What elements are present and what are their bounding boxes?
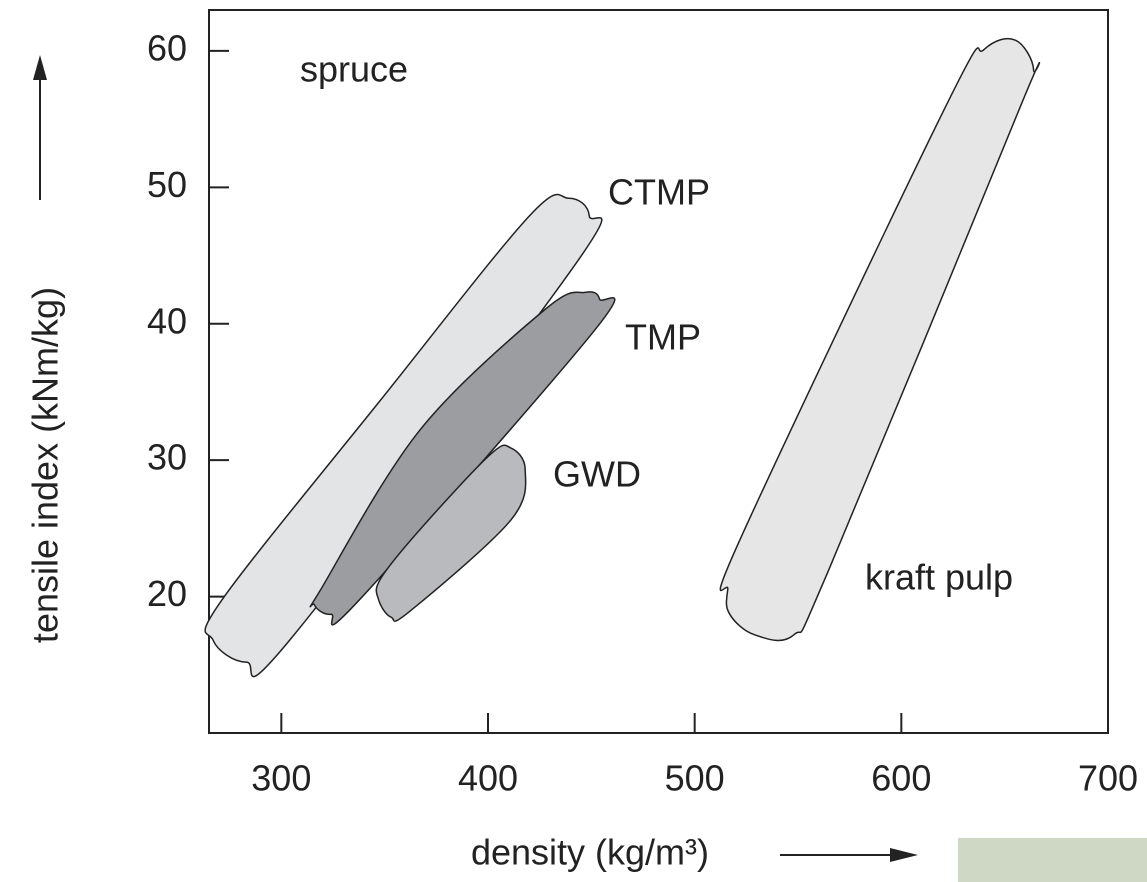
region [204, 193, 603, 678]
x-tick-label: 300 [251, 758, 311, 799]
region [719, 37, 1041, 642]
chart-title: spruce [300, 49, 408, 90]
region [309, 291, 616, 626]
region-label: CTMP [608, 172, 710, 213]
y-arrow-head [33, 55, 47, 80]
region-label: GWD [553, 454, 641, 495]
region-label: TMP [625, 317, 701, 358]
x-arrow-head [890, 848, 918, 862]
x-tick-label: 700 [1078, 758, 1138, 799]
region [375, 444, 527, 622]
x-tick-label: 400 [458, 758, 518, 799]
x-tick-label: 500 [665, 758, 725, 799]
region-label: kraft pulp [865, 557, 1013, 598]
y-tick-label: 60 [147, 27, 187, 68]
y-axis-label: tensile index (kNm/kg) [25, 287, 66, 643]
x-tick-label: 600 [871, 758, 931, 799]
y-tick-label: 20 [147, 573, 187, 614]
y-axis-label-group: tensile index (kNm/kg) [25, 287, 66, 643]
x-axis-label: density (kg/m³) [471, 832, 709, 873]
photo-thumbnail [958, 838, 1147, 882]
y-tick-label: 40 [147, 300, 187, 341]
y-tick-label: 50 [147, 164, 187, 205]
plot-frame [208, 9, 1109, 734]
y-tick-label: 30 [147, 437, 187, 478]
